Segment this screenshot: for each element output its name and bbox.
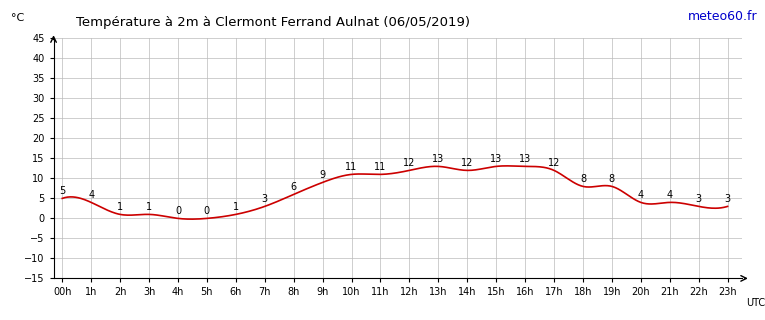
Text: 13: 13 (432, 154, 444, 164)
Text: 3: 3 (724, 194, 731, 204)
Text: meteo60.fr: meteo60.fr (688, 10, 757, 23)
Text: 1: 1 (117, 202, 123, 212)
Text: 5: 5 (59, 186, 65, 196)
Text: °C: °C (11, 13, 24, 23)
Text: 13: 13 (519, 154, 531, 164)
Text: 11: 11 (345, 162, 358, 172)
Text: 12: 12 (548, 157, 560, 168)
Text: 9: 9 (320, 170, 326, 180)
Text: 11: 11 (374, 162, 386, 172)
Text: 0: 0 (203, 205, 210, 216)
Text: 13: 13 (490, 154, 503, 164)
Text: 4: 4 (638, 189, 644, 200)
Text: 8: 8 (609, 173, 615, 184)
Text: 0: 0 (175, 205, 181, 216)
Text: Température à 2m à Clermont Ferrand Aulnat (06/05/2019): Température à 2m à Clermont Ferrand Auln… (76, 16, 470, 29)
Text: 1: 1 (233, 202, 239, 212)
Text: 4: 4 (666, 189, 672, 200)
Text: 12: 12 (403, 157, 415, 168)
Text: 3: 3 (695, 194, 702, 204)
Text: 12: 12 (461, 157, 474, 168)
Text: 4: 4 (88, 189, 94, 200)
Text: 8: 8 (580, 173, 586, 184)
Text: 6: 6 (291, 181, 297, 192)
Text: 3: 3 (262, 194, 268, 204)
Text: 1: 1 (146, 202, 152, 212)
Text: UTC: UTC (746, 298, 765, 308)
